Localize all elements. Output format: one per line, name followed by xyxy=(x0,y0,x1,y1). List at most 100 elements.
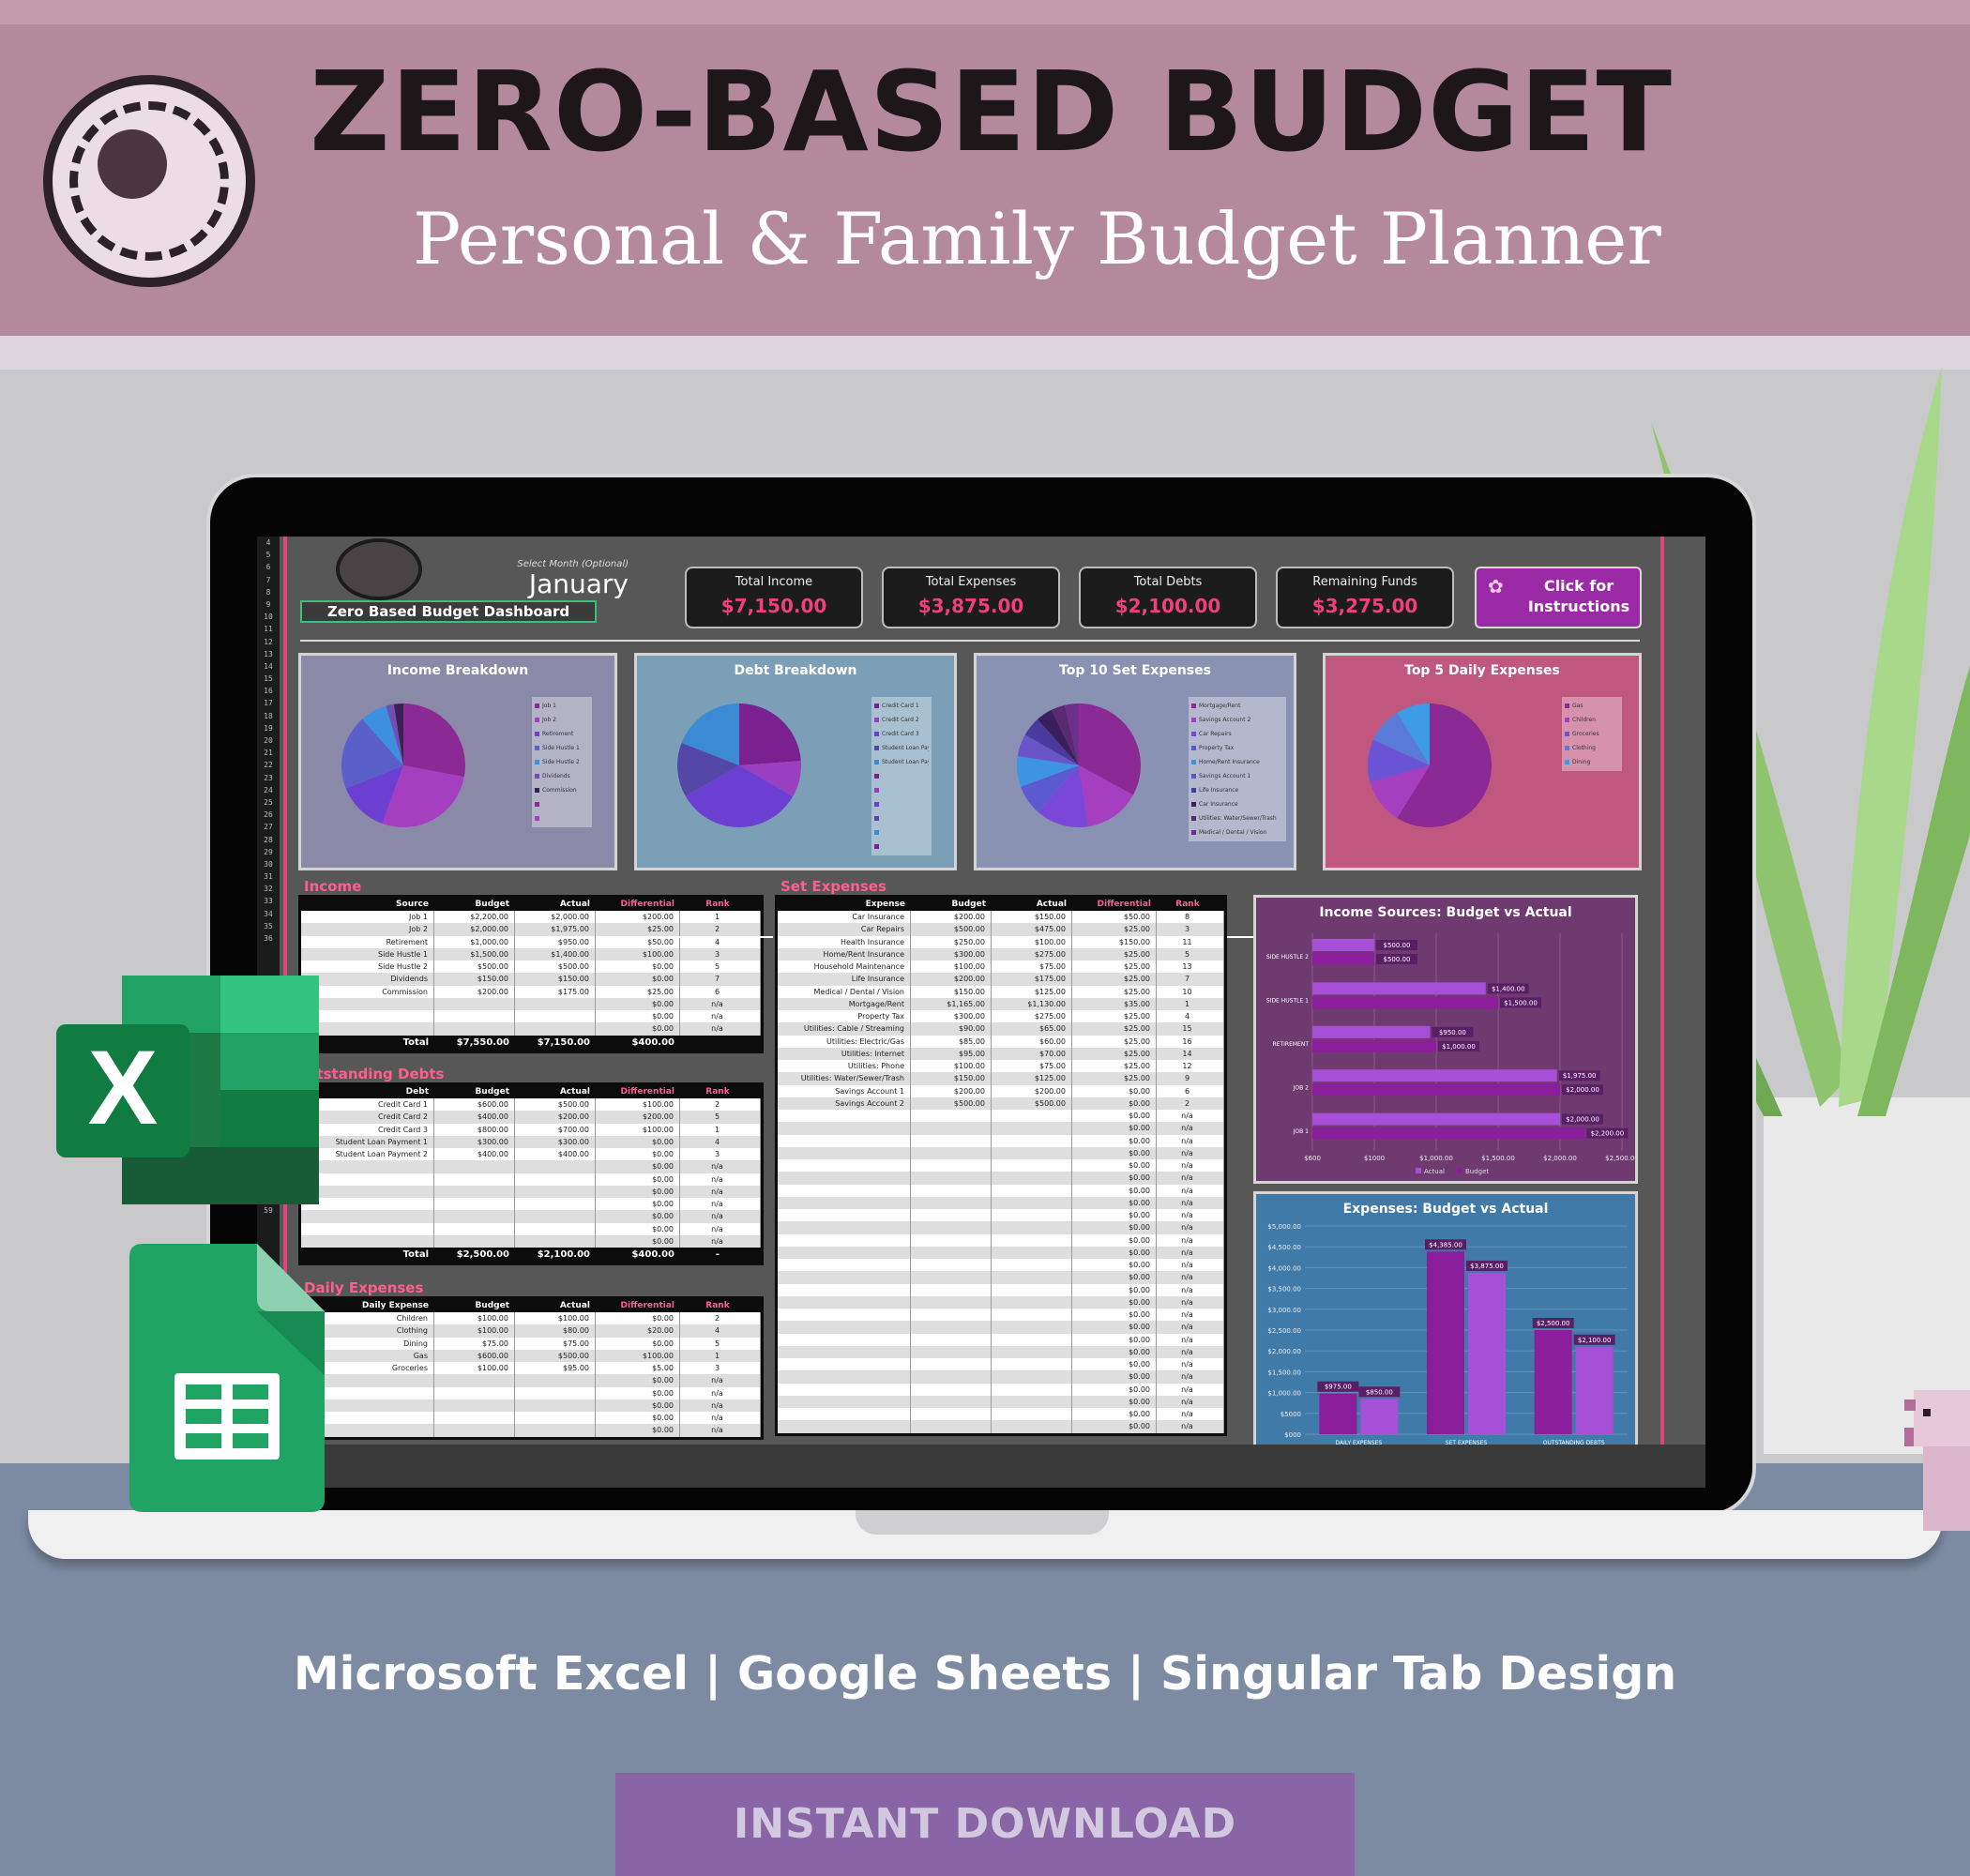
table-cell[interactable]: $0.00 xyxy=(1072,1420,1157,1433)
table-cell[interactable]: 4 xyxy=(1157,1010,1224,1023)
table-cell[interactable] xyxy=(515,1424,596,1437)
table-cell[interactable]: 7 xyxy=(680,973,761,986)
table-cell[interactable] xyxy=(911,1246,992,1259)
table-cell[interactable]: $300.00 xyxy=(911,1010,992,1023)
table-cell[interactable] xyxy=(992,1283,1072,1296)
table-cell[interactable]: $80.00 xyxy=(515,1324,596,1338)
table-cell[interactable] xyxy=(301,1160,434,1173)
table-cell[interactable]: Health Insurance xyxy=(778,935,911,948)
table-cell[interactable]: $0.00 xyxy=(1072,1122,1157,1135)
table-cell[interactable]: $0.00 xyxy=(596,1022,680,1036)
table-cell[interactable]: $400.00 xyxy=(434,1111,515,1124)
table-cell[interactable]: $150.00 xyxy=(434,973,515,986)
table-cell[interactable] xyxy=(911,1408,992,1421)
table-cell[interactable]: $0.00 xyxy=(1072,1146,1157,1159)
table-cell[interactable] xyxy=(992,1345,1072,1358)
table-cell[interactable]: $0.00 xyxy=(596,1424,680,1437)
table-cell[interactable] xyxy=(778,1259,911,1272)
table-cell[interactable]: Dining xyxy=(301,1337,434,1350)
table-cell[interactable]: $75.00 xyxy=(434,1337,515,1350)
table-cell[interactable]: $0.00 xyxy=(1072,1184,1157,1197)
table-cell[interactable] xyxy=(778,1309,911,1322)
table-cell[interactable]: $0.00 xyxy=(596,1198,680,1211)
table-cell[interactable]: n/a xyxy=(680,1399,761,1412)
dashboard-title-cell[interactable]: Zero Based Budget Dashboard xyxy=(300,600,597,623)
table-cell[interactable]: $0.00 xyxy=(596,1374,680,1387)
table-cell[interactable]: n/a xyxy=(1157,1283,1224,1296)
table-cell[interactable] xyxy=(515,1386,596,1399)
table-cell[interactable] xyxy=(778,1122,911,1135)
table-cell[interactable] xyxy=(778,1408,911,1421)
table-cell[interactable]: $0.00 xyxy=(596,1172,680,1186)
table-cell[interactable]: Medical / Dental / Vision xyxy=(778,985,911,998)
table-cell[interactable]: $0.00 xyxy=(596,1399,680,1412)
table-cell[interactable]: $175.00 xyxy=(992,973,1072,986)
table-cell[interactable]: 1 xyxy=(680,1123,761,1136)
table-cell[interactable]: n/a xyxy=(1157,1358,1224,1371)
table-cell[interactable]: $100.00 xyxy=(434,1312,515,1325)
table-cell[interactable]: n/a xyxy=(1157,1345,1224,1358)
table-cell[interactable]: $1,975.00 xyxy=(515,923,596,936)
table-cell[interactable]: 12 xyxy=(1157,1060,1224,1073)
table-cell[interactable]: n/a xyxy=(1157,1395,1224,1408)
table-cell[interactable]: $1,130.00 xyxy=(992,997,1072,1010)
table-cell[interactable]: Credit Card 1 xyxy=(301,1098,434,1112)
table-cell[interactable] xyxy=(778,1209,911,1222)
table-cell[interactable]: $0.00 xyxy=(596,1010,680,1023)
table-cell[interactable]: $0.00 xyxy=(1072,1159,1157,1172)
table-cell[interactable] xyxy=(301,1022,434,1036)
table-cell[interactable]: $300.00 xyxy=(515,1135,596,1148)
table-cell[interactable] xyxy=(301,1424,434,1437)
table-cell[interactable] xyxy=(911,1221,992,1234)
table-cell[interactable]: Job 1 xyxy=(301,911,434,924)
table-cell[interactable]: $400.00 xyxy=(434,1148,515,1161)
table-cell[interactable]: $100.00 xyxy=(596,1349,680,1362)
table-cell[interactable]: 11 xyxy=(1157,935,1224,948)
table-cell[interactable]: 1 xyxy=(680,911,761,924)
table-cell[interactable]: $2,000.00 xyxy=(515,911,596,924)
table-cell[interactable]: n/a xyxy=(680,1424,761,1437)
table-cell[interactable] xyxy=(778,1370,911,1384)
table-cell[interactable]: $200.00 xyxy=(911,973,992,986)
table-cell[interactable] xyxy=(992,1259,1072,1272)
table-cell[interactable]: 5 xyxy=(680,1337,761,1350)
table-cell[interactable] xyxy=(911,1196,992,1209)
table-cell[interactable]: Savings Account 1 xyxy=(778,1084,911,1097)
table-cell[interactable]: $0.00 xyxy=(596,1148,680,1161)
table-cell[interactable] xyxy=(911,1233,992,1247)
table-cell[interactable]: $500.00 xyxy=(515,1349,596,1362)
table-cell[interactable]: Utilities: Water/Sewer/Trash xyxy=(778,1072,911,1085)
table-cell[interactable] xyxy=(301,1374,434,1387)
table-cell[interactable] xyxy=(992,1184,1072,1197)
table-cell[interactable]: n/a xyxy=(1157,1420,1224,1433)
table-cell[interactable]: $95.00 xyxy=(515,1362,596,1375)
table-cell[interactable]: $75.00 xyxy=(992,1060,1072,1073)
table-cell[interactable]: $200.00 xyxy=(434,985,515,998)
table-cell[interactable]: 4 xyxy=(680,1324,761,1338)
table-cell[interactable]: $5.00 xyxy=(596,1362,680,1375)
table-cell[interactable]: $0.00 xyxy=(596,1234,680,1248)
table-cell[interactable]: n/a xyxy=(680,1374,761,1387)
table-cell[interactable] xyxy=(301,997,434,1010)
table-cell[interactable]: Utilities: Cable / Streaming xyxy=(778,1022,911,1036)
table-cell[interactable]: n/a xyxy=(680,1386,761,1399)
table-cell[interactable]: $500.00 xyxy=(911,923,992,936)
instant-download-button[interactable]: INSTANT DOWNLOAD xyxy=(615,1773,1355,1876)
table-cell[interactable]: 5 xyxy=(1157,947,1224,961)
table-cell[interactable] xyxy=(434,1222,515,1235)
table-cell[interactable]: $500.00 xyxy=(434,961,515,974)
table-cell[interactable] xyxy=(992,1110,1072,1123)
table-cell[interactable]: Mortgage/Rent xyxy=(778,997,911,1010)
table-cell[interactable]: n/a xyxy=(680,1160,761,1173)
table-cell[interactable]: n/a xyxy=(1157,1233,1224,1247)
table-cell[interactable]: 4 xyxy=(680,935,761,948)
table-cell[interactable] xyxy=(992,1209,1072,1222)
table-cell[interactable]: $50.00 xyxy=(1072,911,1157,924)
table-cell[interactable] xyxy=(434,1234,515,1248)
table-cell[interactable]: n/a xyxy=(680,1198,761,1211)
table-cell[interactable]: $25.00 xyxy=(596,985,680,998)
table-cell[interactable]: $600.00 xyxy=(434,1349,515,1362)
table-cell[interactable]: $75.00 xyxy=(515,1337,596,1350)
table-cell[interactable] xyxy=(301,1210,434,1223)
table-cell[interactable] xyxy=(434,1010,515,1023)
